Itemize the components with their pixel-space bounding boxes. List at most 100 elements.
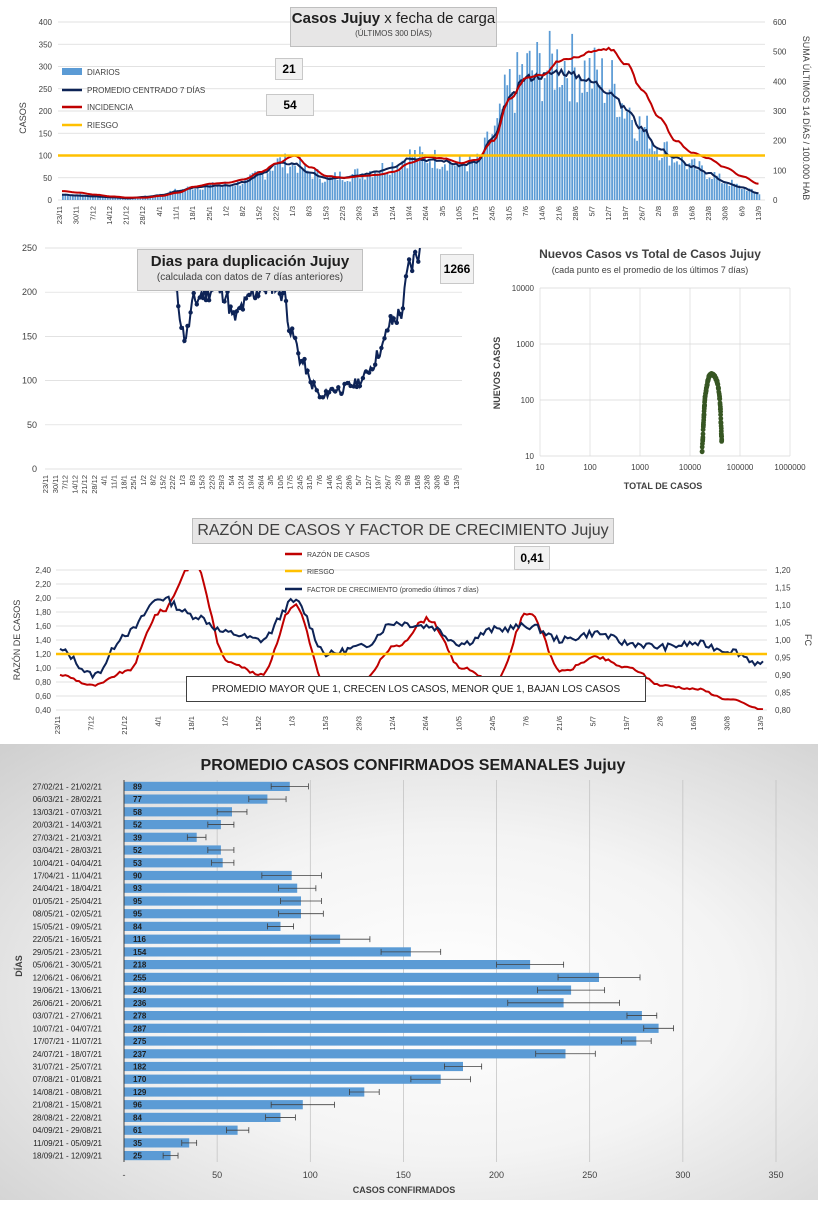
- bar-diarios: [621, 103, 623, 200]
- x-tick-label: 11/1: [172, 206, 181, 220]
- bar-diarios: [364, 179, 366, 200]
- x-tick-label: 1/3: [287, 716, 296, 726]
- x-tick-label: 15/2: [158, 475, 167, 490]
- data-point: [314, 388, 319, 393]
- bar-weekly: [124, 960, 531, 970]
- data-point: [188, 310, 193, 315]
- bar-diarios: [603, 102, 606, 200]
- bar-diarios: [269, 170, 271, 200]
- data-point: [326, 390, 332, 395]
- y-left-tick-label: 0,80: [35, 678, 51, 687]
- data-label: 84: [133, 1113, 142, 1122]
- x-tick-label: 100000: [727, 463, 754, 472]
- bar-diarios: [653, 151, 656, 200]
- bar-diarios: [74, 194, 77, 200]
- bar-diarios: [251, 172, 254, 200]
- y-tick-label: 100: [22, 376, 37, 386]
- bar-diarios: [82, 194, 84, 200]
- data-label: 170: [133, 1075, 147, 1084]
- bar-diarios: [546, 70, 549, 200]
- y-left-tick-label: 1,40: [35, 636, 51, 645]
- x-tick-label: 8/3: [188, 475, 197, 485]
- data-point: [339, 391, 344, 396]
- x-tick-label: 1/2: [221, 206, 230, 216]
- bar-diarios: [726, 184, 728, 200]
- x-tick-label: 9/8: [671, 206, 680, 216]
- legend-swatch-diarios: [62, 68, 82, 75]
- bar-diarios: [69, 195, 72, 200]
- bar-diarios: [553, 89, 556, 200]
- bar-diarios: [62, 193, 64, 200]
- bar-diarios: [713, 172, 716, 200]
- bar-diarios: [463, 165, 466, 200]
- bar-diarios: [256, 171, 259, 200]
- x-tick-label: 10/5: [276, 475, 285, 490]
- bar-diarios: [671, 155, 673, 200]
- category-label: 31/07/21 - 25/07/21: [33, 1063, 103, 1072]
- x-tick-label: 16/8: [413, 475, 422, 490]
- x-tick-label: 18/1: [187, 716, 196, 731]
- explanation-note: PROMEDIO MAYOR QUE 1, CRECEN LOS CASOS, …: [186, 676, 646, 702]
- bar-diarios: [296, 172, 299, 200]
- series-line-promedio: [61, 67, 759, 200]
- bar-diarios: [111, 197, 114, 200]
- x-tick-label: 15/3: [321, 206, 330, 221]
- data-point: [382, 336, 387, 341]
- data-point: [286, 328, 292, 333]
- data-label: 237: [133, 1050, 147, 1059]
- bar-diarios: [668, 165, 671, 200]
- x-tick-label: 19/4: [405, 206, 414, 221]
- bar-diarios: [259, 171, 261, 200]
- bar-diarios: [304, 164, 306, 200]
- bar-diarios: [661, 157, 663, 200]
- x-tick-label: 30/8: [723, 716, 732, 731]
- legend-label-diarios: DIARIOS: [87, 68, 120, 77]
- bar-diarios: [416, 160, 419, 200]
- bar-diarios: [214, 187, 217, 200]
- data-point: [366, 370, 372, 375]
- data-label: 96: [133, 1101, 142, 1110]
- bar-diarios: [224, 181, 227, 200]
- data-point: [308, 380, 313, 385]
- bar-diarios: [419, 146, 421, 200]
- bar-diarios: [631, 120, 633, 200]
- bar-diarios: [404, 160, 406, 200]
- x-tick-label: 23/11: [55, 206, 64, 224]
- chart-title-main: RAZÓN DE CASOS Y FACTOR DE CRECIMIENTO: [197, 522, 567, 539]
- bar-diarios: [738, 185, 741, 200]
- x-tick-label: 22/3: [338, 206, 347, 221]
- x-tick-label: 30/8: [432, 475, 441, 490]
- data-point: [194, 302, 199, 307]
- x-tick-label: 8/2: [238, 206, 247, 216]
- bar-diarios: [361, 173, 364, 200]
- bar-weekly: [124, 794, 268, 804]
- bar-diarios: [703, 173, 706, 200]
- data-point: [280, 290, 286, 296]
- bar-weekly: [124, 1049, 566, 1059]
- y-left-tick-label: 350: [39, 40, 53, 49]
- data-point: [317, 395, 322, 400]
- bar-diarios: [381, 163, 384, 200]
- category-label: 17/07/21 - 11/07/21: [33, 1037, 102, 1046]
- bar-diarios: [161, 195, 164, 200]
- x-tick-label: -: [123, 1170, 126, 1180]
- x-tick-label: 50: [212, 1170, 222, 1180]
- bar-diarios: [723, 183, 726, 200]
- bar-diarios: [374, 171, 376, 200]
- data-point: [296, 351, 301, 356]
- bar-weekly: [124, 1125, 238, 1135]
- x-tick-label: 8/2: [149, 475, 158, 485]
- x-tick-label: 4/1: [100, 475, 109, 485]
- x-tick-label: 2/8: [656, 716, 665, 726]
- y-left-tick-label: 1,00: [35, 664, 51, 673]
- data-point: [397, 311, 403, 317]
- bar-diarios: [356, 168, 359, 200]
- bar-diarios: [409, 149, 411, 200]
- bar-diarios: [281, 167, 284, 200]
- data-point: [718, 416, 724, 421]
- x-tick-label: 25/1: [205, 206, 214, 221]
- bar-diarios: [369, 171, 371, 200]
- x-tick-label: 31/5: [305, 475, 314, 490]
- category-label: 15/05/21 - 09/05/21: [33, 922, 103, 931]
- y-left-tick-label: 150: [39, 129, 53, 138]
